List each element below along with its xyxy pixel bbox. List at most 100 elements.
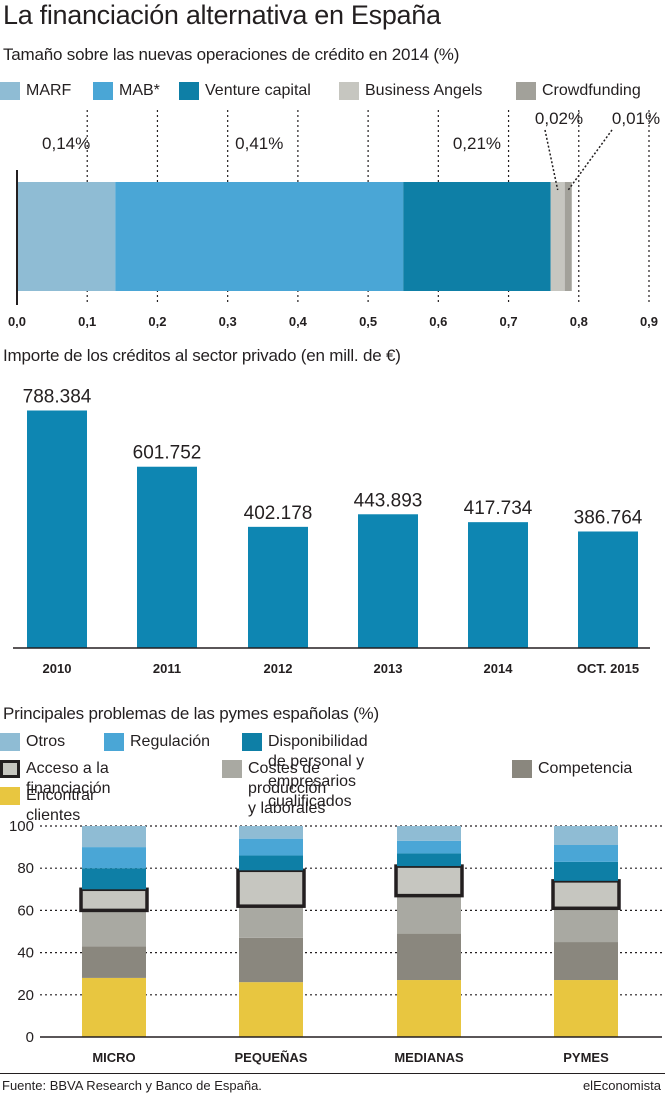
bar-segment	[239, 870, 303, 907]
legend-label: Crowdfunding	[542, 82, 641, 99]
y-tick-label: 60	[17, 902, 34, 919]
x-tick-label: 0,7	[500, 314, 518, 329]
bar-segment	[554, 861, 618, 881]
legend-label: MAB*	[119, 82, 160, 99]
chart1-stacked-bar: 0,0 0,1 0,2 0,3 0,4 0,5 0,6 0,7 0,8 0,9 0,14% 0,41%…	[8, 109, 660, 329]
legend-swatch	[339, 82, 359, 100]
bar	[248, 526, 308, 648]
legend-label: Business Angels	[365, 82, 483, 99]
legend-swatch	[512, 760, 532, 778]
legend-swatch	[0, 787, 20, 805]
x-tick-label: PEQUEÑAS	[235, 1050, 308, 1065]
x-tick-label: 0,2	[148, 314, 166, 329]
bar	[27, 410, 87, 648]
legend-label: Venture capital	[205, 82, 311, 99]
bar-segment	[554, 880, 618, 909]
legend-label: Competencia	[538, 760, 633, 777]
bar-segment	[239, 826, 303, 839]
legend-label: Acceso a la financiación	[26, 760, 111, 797]
x-tick-label: 2010	[43, 661, 72, 676]
brand-logo: elEconomista	[582, 1078, 661, 1093]
chart2-title: Importe de los créditos al sector privad…	[3, 346, 401, 365]
chart2-bar-chart: 788.384 2010 601.752 2011 402.178 2012 443.893…	[13, 386, 650, 676]
x-tick-label: 0,5	[359, 314, 377, 329]
bar-segment	[554, 826, 618, 845]
bar-segment	[239, 906, 303, 938]
y-tick-label: 100	[9, 818, 34, 835]
y-tick-label: 80	[17, 860, 34, 877]
data-label: 601.752	[133, 443, 202, 464]
bar-segment	[82, 847, 146, 869]
x-tick-label: 0,9	[640, 314, 658, 329]
source-note: Fuente: BBVA Research y Banco de España.	[2, 1078, 262, 1093]
bar-segment	[82, 946, 146, 978]
page-title: La financiación alternativa en España	[3, 0, 441, 30]
data-label: 0,01%	[612, 109, 660, 128]
bar-segment	[554, 980, 618, 1037]
bar	[137, 466, 197, 648]
bar-segment	[554, 942, 618, 981]
x-tick-label: 0,0	[8, 314, 26, 329]
bar-segment	[397, 980, 461, 1037]
bar-segment-marf	[17, 182, 116, 291]
x-tick-label: 0,4	[289, 314, 308, 329]
x-tick-label: PYMES	[563, 1050, 609, 1065]
highlight-outline	[394, 864, 464, 898]
bar-segment	[554, 908, 618, 943]
legend-label: Encontrar clientes	[26, 787, 96, 824]
bar-segment	[554, 844, 618, 862]
leader-line	[544, 129, 559, 191]
data-label: 788.384	[23, 386, 92, 407]
x-tick-label: OCT. 2015	[577, 661, 639, 676]
y-tick-label: 40	[17, 945, 34, 962]
bar-segment	[397, 866, 461, 896]
bar-segment	[82, 910, 146, 947]
bar-segment	[82, 868, 146, 890]
legend-swatch	[0, 82, 20, 100]
bar	[358, 514, 418, 648]
y-tick-label: 0	[26, 1029, 34, 1046]
x-tick-label: 2011	[153, 661, 181, 676]
bar-segment	[397, 826, 461, 841]
x-tick-label: 0,3	[219, 314, 237, 329]
bar-segment	[397, 933, 461, 981]
x-tick-label: 0,1	[78, 314, 96, 329]
x-tick-label: MEDIANAS	[394, 1050, 464, 1065]
y-tick-label: 20	[17, 987, 34, 1004]
data-label: 0,14%	[42, 134, 90, 153]
bar-segment	[239, 937, 303, 983]
legend-label: MARF	[26, 82, 72, 99]
legend-label: Costes de producción y laborales	[248, 760, 327, 817]
bar-segment	[82, 826, 146, 848]
chart1-legend: MARF MAB* Venture capital Business Angel…	[0, 81, 665, 101]
bar-segment	[397, 853, 461, 867]
bar-segment	[239, 855, 303, 871]
data-label: 417.734	[464, 498, 533, 519]
data-label: 0,41%	[235, 134, 283, 153]
data-label: 0,02%	[535, 109, 583, 128]
bar-segment-crowdfunding	[564, 182, 572, 291]
legend-swatch	[179, 82, 199, 100]
legend-swatch	[93, 82, 113, 100]
leader-line	[567, 129, 613, 191]
bar-segment	[239, 838, 303, 856]
bar-segment	[82, 977, 146, 1037]
bar-segment-venture-capital	[403, 182, 551, 291]
bar-segment-mab-	[115, 182, 404, 291]
legend-swatch	[242, 733, 262, 751]
chart3-legend: Otros Regulación Disponibilidad de persona…	[0, 732, 665, 824]
legend-swatch	[104, 733, 124, 751]
bar-segment	[239, 982, 303, 1037]
legend-label: Regulación	[130, 733, 211, 750]
legend-swatch	[516, 82, 536, 100]
x-tick-label: 2014	[484, 661, 514, 676]
footer-divider	[0, 1073, 665, 1074]
legend-label: Otros	[26, 733, 66, 750]
x-tick-label: MICRO	[92, 1050, 135, 1065]
data-label: 402.178	[244, 503, 313, 524]
x-tick-label: 0,8	[570, 314, 588, 329]
x-tick-label: 0,6	[429, 314, 447, 329]
data-label: 386.764	[574, 507, 643, 528]
chart3-title: Principales problemas de las pymes españ…	[3, 704, 379, 723]
bar	[468, 522, 528, 648]
